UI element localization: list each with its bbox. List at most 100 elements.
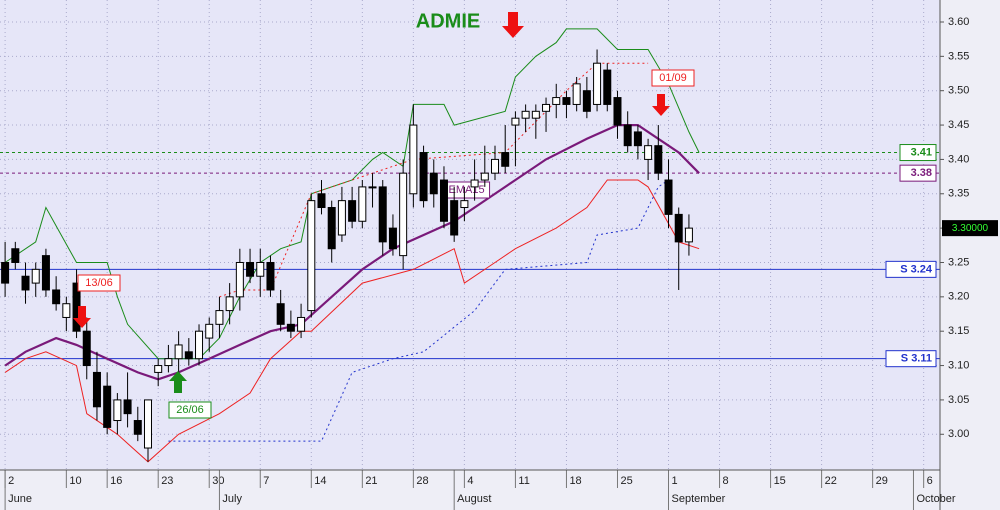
x-tick-label: 11: [518, 475, 529, 487]
x-tick-label: 23: [161, 475, 173, 487]
candle-body: [582, 90, 591, 112]
level-label: 3.38: [911, 167, 932, 179]
y-tick-label: 3.55: [948, 50, 969, 62]
x-tick-label: 21: [365, 475, 377, 487]
x-tick-label: 22: [825, 475, 837, 487]
candle-body: [31, 268, 40, 284]
candle-body: [358, 186, 367, 222]
candle-body: [337, 200, 346, 236]
y-tick-label: 3.00: [948, 428, 969, 440]
candle-body: [633, 131, 642, 147]
x-tick-label: 1: [672, 475, 678, 487]
arrow-up: [169, 371, 187, 393]
candle-body: [439, 179, 448, 222]
price-tag-label: 3.30000: [952, 223, 989, 234]
level-box: [885, 350, 937, 368]
y-tick-label: 3.25: [948, 256, 969, 268]
arrow-down: [652, 94, 670, 116]
arrow-down: [502, 12, 524, 38]
month-label: July: [222, 493, 242, 505]
overlay-line: [4, 124, 700, 381]
candle-body: [654, 145, 663, 174]
candle-body: [674, 213, 683, 243]
candle-body: [684, 227, 693, 243]
candle-body: [348, 200, 357, 222]
y-tick-label: 3.45: [948, 119, 969, 131]
y-tick-label: 3.20: [948, 291, 969, 303]
month-label: August: [457, 493, 491, 505]
candle-body: [82, 330, 91, 367]
candle-body: [368, 186, 377, 189]
x-tick-label: 15: [774, 475, 786, 487]
candle-body: [215, 310, 224, 325]
candle-body: [276, 303, 285, 325]
annotation: 13/06: [85, 277, 113, 289]
y-tick-label: 3.60: [948, 16, 969, 28]
x-tick-label: 4: [467, 475, 473, 487]
candle-body: [603, 69, 612, 105]
level-label: 3.41: [911, 146, 932, 158]
candle-body: [1, 261, 10, 284]
y-tick-label: 3.15: [948, 325, 969, 337]
candle-body: [450, 200, 459, 236]
candle-body: [521, 110, 530, 119]
candle-body: [378, 186, 387, 243]
candle-body: [623, 124, 632, 147]
candle-body: [399, 172, 408, 257]
level-box: [885, 260, 937, 278]
x-tick-label: 6: [927, 475, 933, 487]
candle-body: [644, 145, 653, 160]
candle-body: [542, 103, 551, 112]
y-tick-label: 3.35: [948, 188, 969, 200]
candle-body: [572, 83, 581, 105]
annotation-box: [651, 69, 695, 87]
x-tick-label: 7: [263, 475, 269, 487]
plot-area: [0, 0, 940, 470]
y-tick-label: 3.50: [948, 85, 969, 97]
x-tick-label: 10: [69, 475, 81, 487]
level-box: [899, 164, 937, 182]
candle-body: [205, 323, 214, 339]
x-tick-label: 14: [314, 475, 326, 487]
x-tick-label: 29: [876, 475, 888, 487]
month-label: October: [916, 493, 955, 505]
candle-body: [154, 365, 163, 373]
candle-body: [593, 62, 602, 105]
level-box: [899, 144, 937, 162]
candle-body: [174, 344, 183, 360]
candle-body: [419, 152, 428, 202]
level-label: S 3.11: [901, 353, 932, 365]
candle-body: [266, 261, 275, 291]
candle-body: [388, 227, 397, 250]
annotation: 01/09: [659, 72, 687, 84]
candle-body: [21, 275, 30, 291]
candle-body: [552, 97, 561, 105]
candle-body: [41, 255, 50, 291]
candle-body: [164, 358, 173, 367]
candle-body: [143, 399, 152, 449]
candle-body: [52, 289, 61, 305]
candle-body: [491, 158, 500, 174]
candle-body: [184, 351, 193, 360]
overlay-line: [168, 179, 669, 442]
candle-body: [480, 172, 489, 181]
candle-body: [235, 261, 244, 298]
y-tick-label: 3.40: [948, 153, 969, 165]
x-tick-label: 8: [723, 475, 729, 487]
month-label: September: [672, 493, 726, 505]
candle-body: [123, 399, 132, 415]
x-tick-label: 18: [569, 475, 581, 487]
candle-body: [246, 261, 255, 277]
candle-body: [501, 152, 510, 167]
candle-body: [286, 323, 295, 332]
candle-body: [133, 420, 142, 435]
candle-body: [195, 330, 204, 360]
y-tick-label: 3.10: [948, 359, 969, 371]
candle-body: [317, 193, 326, 209]
annotation-box: [168, 401, 212, 419]
arrow-down: [73, 306, 91, 328]
y-axis-area: [940, 0, 1000, 510]
candle-body: [664, 179, 673, 215]
overlay-line: [4, 28, 700, 360]
